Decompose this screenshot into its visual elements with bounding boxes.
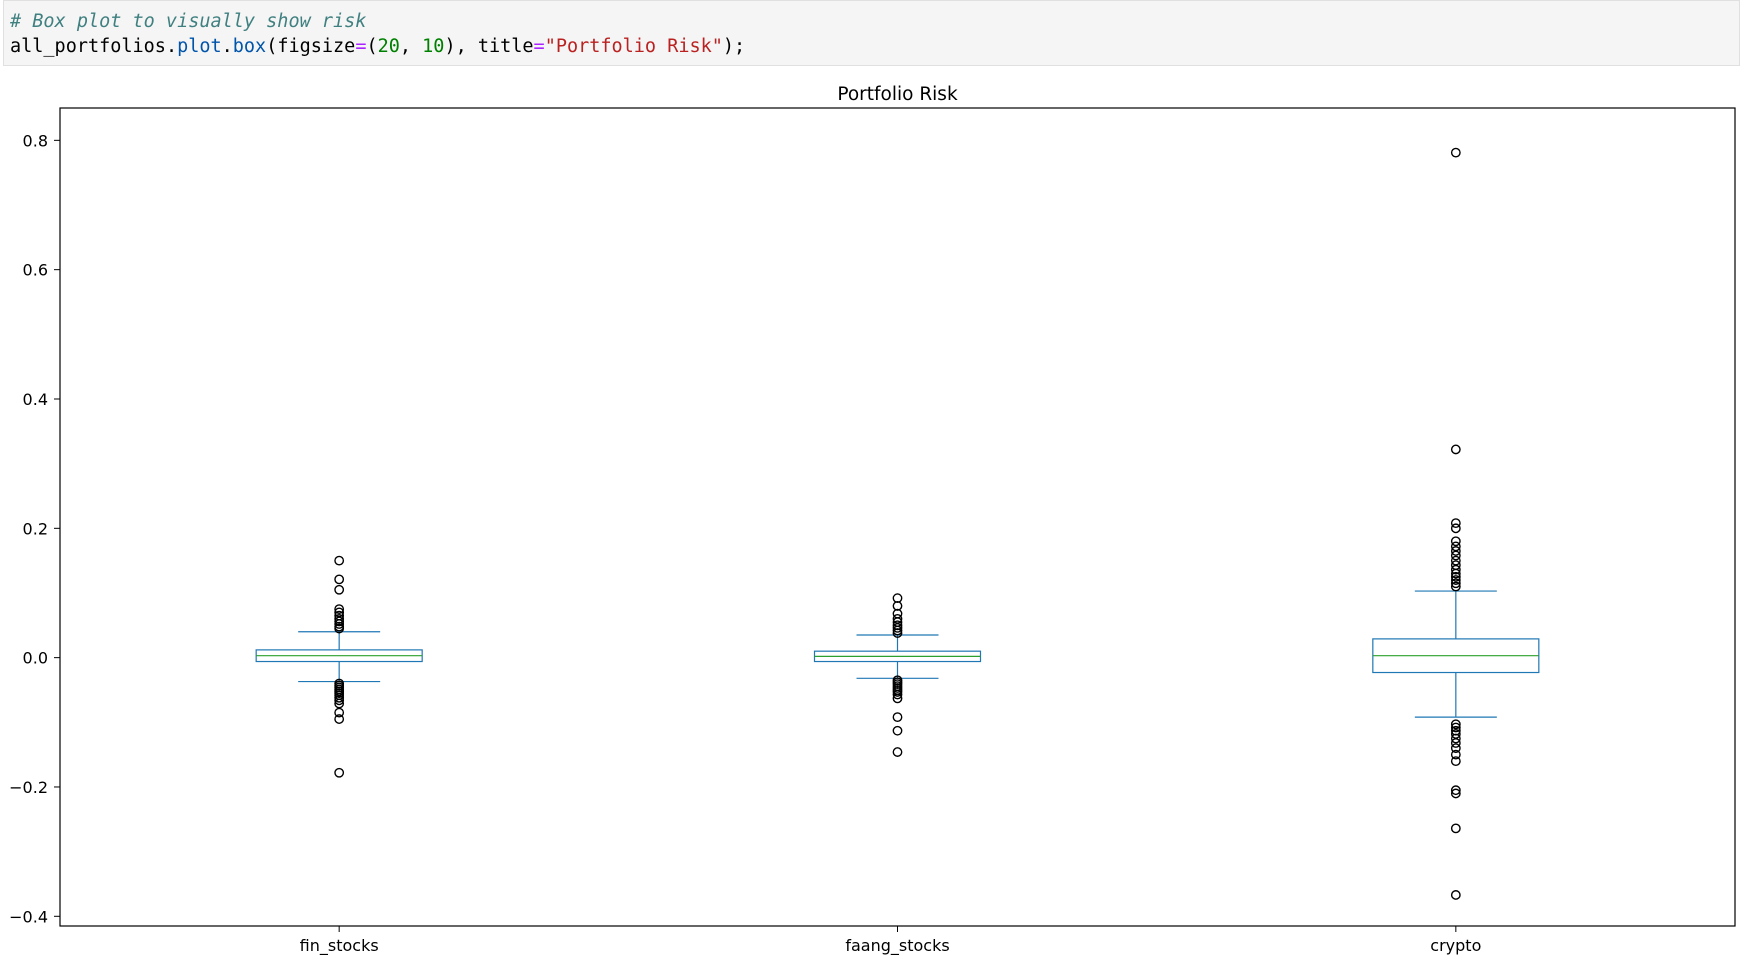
outlier-point (892, 712, 903, 723)
outlier-point (1450, 568, 1461, 579)
outlier-point (1450, 564, 1461, 575)
code-token: ); (722, 36, 746, 57)
outlier-point (1450, 749, 1461, 760)
x-tick-label: faang_stocks (845, 936, 949, 956)
code-token: . (221, 36, 233, 57)
outlier-point (1450, 788, 1461, 799)
outlier-point (1450, 890, 1461, 900)
x-axis: fin_stocks faang_stocks crypto (300, 926, 1481, 956)
outlier-point (892, 687, 903, 697)
code-cell[interactable]: # Box plot to visually show risk all_por… (3, 0, 1740, 66)
y-tick-label: 0.6 (23, 261, 48, 280)
code-token: plot (177, 36, 222, 57)
outlier-point (1450, 722, 1461, 733)
y-axis: −0.4 −0.2 0.0 0.2 0.4 0.6 0.8 (9, 131, 60, 926)
outlier-point (892, 628, 903, 638)
outlier-point (1450, 523, 1461, 534)
outlier-point (1450, 518, 1461, 529)
outlier-point (1450, 147, 1461, 158)
plot-frame (59, 107, 1736, 927)
y-tick-label: 0.8 (23, 131, 48, 150)
outlier-point (1450, 719, 1461, 730)
outlier-point (1450, 756, 1461, 767)
outlier-point (1450, 575, 1461, 585)
outlier-point (334, 767, 345, 778)
outlier-point (1450, 785, 1461, 796)
outlier-point (334, 692, 345, 703)
y-tick-label: −0.2 (9, 778, 48, 797)
outlier-point (1450, 743, 1461, 754)
outlier-point (892, 689, 903, 700)
code-token: (figsize (266, 36, 356, 57)
outlier-point (1450, 444, 1461, 455)
code-token: 10 (422, 36, 445, 57)
outlier-point (334, 584, 345, 595)
outlier-point (334, 623, 345, 634)
box-crypto (1372, 147, 1540, 900)
outlier-point (892, 725, 903, 736)
code-token: = (533, 36, 545, 57)
boxes-group (255, 147, 1540, 900)
box-fin_stocks (255, 555, 423, 778)
code-token: , (399, 36, 423, 57)
outlier-point (334, 604, 345, 615)
y-tick-label: −0.4 (9, 907, 48, 926)
outlier-point (1450, 823, 1461, 834)
outlier-point (334, 714, 345, 724)
code-token: ), title (444, 36, 534, 57)
outlier-point (1450, 571, 1461, 582)
y-tick-label: 0.4 (23, 390, 48, 409)
code-token: all_portfolios (10, 36, 166, 57)
outlier-point (334, 707, 345, 718)
box-faang_stocks (813, 593, 982, 757)
outlier-point (334, 695, 345, 706)
code-token: 20 (377, 36, 400, 57)
outlier-point (1450, 733, 1461, 744)
outlier-point (334, 616, 345, 627)
outlier-point (892, 747, 903, 757)
outlier-point (892, 625, 903, 636)
box-plot: Portfolio Risk −0.4 −0.2 0.0 0.2 0.4 0.6 0.8 f… (9, 84, 1736, 956)
outlier-point (334, 574, 345, 585)
outlier-point (334, 555, 345, 566)
outlier-point (1450, 550, 1461, 561)
code-token: . (165, 36, 178, 57)
code-token: box (232, 36, 267, 57)
outlier-point (1450, 581, 1461, 592)
chart-title: Portfolio Risk (837, 84, 958, 105)
y-tick-label: 0.0 (23, 649, 48, 668)
outlier-point (1450, 578, 1461, 589)
code-comment: # Box plot to visually show risk (10, 11, 367, 32)
outlier-point (892, 622, 903, 633)
code-token: "Portfolio Risk" (544, 36, 723, 57)
y-tick-label: 0.2 (23, 519, 48, 538)
outlier-point (1450, 738, 1461, 748)
outlier-point (892, 693, 903, 704)
code-token: = (355, 36, 367, 57)
x-tick-label: fin_stocks (300, 936, 379, 956)
code-token: ( (366, 36, 378, 57)
outlier-point (1450, 546, 1461, 556)
outlier-point (334, 619, 345, 629)
outlier-point (1450, 536, 1461, 547)
code-statement: all_portfolios.plot.box(figsize=(20, 10)… (10, 34, 745, 59)
x-tick-label: crypto (1430, 936, 1481, 955)
